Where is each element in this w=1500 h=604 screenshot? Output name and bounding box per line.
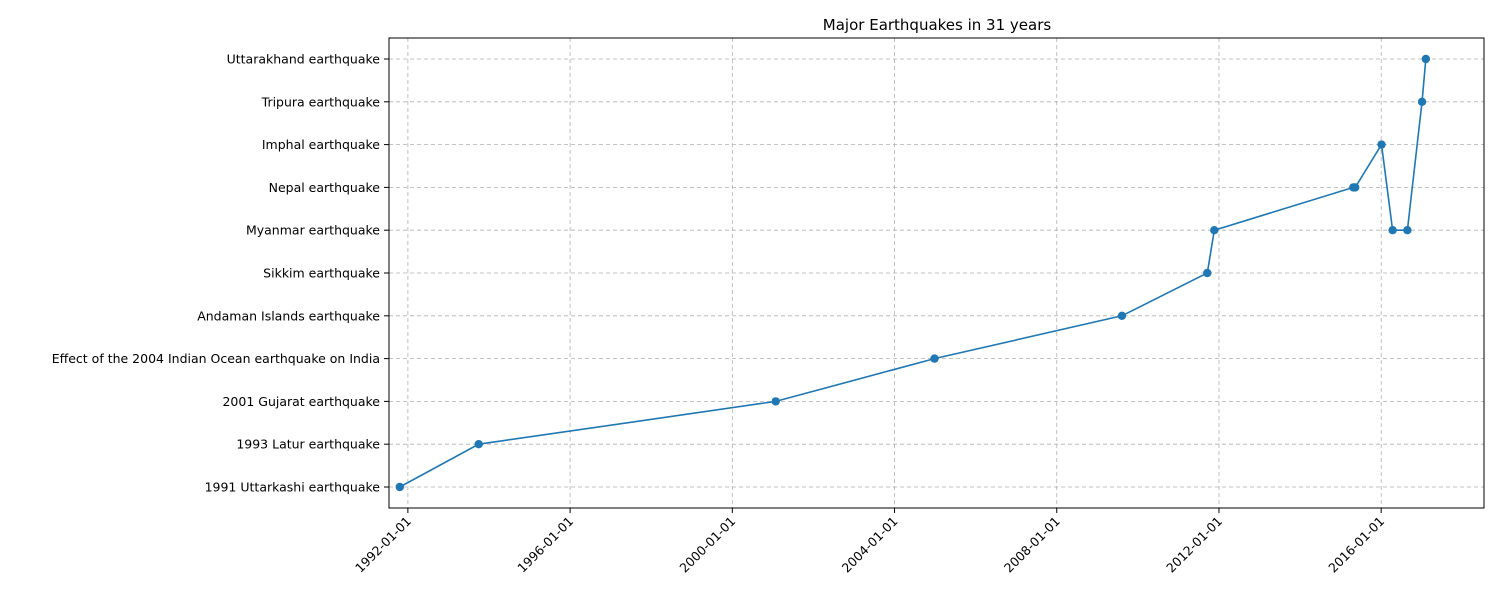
y-tick-label: Imphal earthquake: [262, 137, 380, 152]
data-point: [930, 354, 939, 363]
y-tick-label: 2001 Gujarat earthquake: [222, 394, 380, 409]
y-tick-label: Sikkim earthquake: [263, 266, 380, 281]
axes-layer: 1992-01-01 1996-01-01 2000-01-01 2004-01-01…: [52, 37, 1485, 576]
y-tick-label: 1991 Uttarkashi earthquake: [205, 480, 381, 495]
y-tick-label: 1993 Latur earthquake: [236, 437, 380, 452]
data-point: [1417, 97, 1427, 107]
y-tick-label: Myanmar earthquake: [246, 223, 380, 238]
data-point: [1403, 226, 1412, 235]
data-point: [1117, 311, 1127, 320]
x-tick-label: 1992-01-01: [352, 514, 414, 576]
x-tick-label: 2008-01-01: [1001, 514, 1063, 576]
data-point: [1388, 226, 1397, 235]
data-point: [395, 482, 404, 492]
chart-title: Major Earthquakes in 31 years: [823, 16, 1052, 34]
x-tick-label: 2004-01-01: [839, 514, 901, 576]
x-tick-label: 1996-01-01: [514, 514, 576, 576]
data-point: [474, 440, 483, 449]
y-tick-label: Uttarakhand earthquake: [227, 52, 381, 67]
grid-layer: [389, 38, 1484, 508]
series-layer: [395, 54, 1431, 492]
data-point: [1210, 226, 1219, 235]
y-tick-label: Andaman Islands earthquake: [197, 308, 380, 323]
x-tick-label: 2000-01-01: [676, 514, 738, 576]
data-point: [1203, 268, 1212, 278]
data-point: [771, 397, 780, 406]
data-point: [1377, 140, 1386, 149]
x-tick-label: 2012-01-01: [1163, 514, 1225, 576]
x-tick-label: 2016-01-01: [1325, 514, 1387, 576]
plot-frame: [388, 37, 1485, 509]
data-point: [1421, 54, 1431, 64]
y-tick-label: Tripura earthquake: [261, 94, 381, 109]
y-tick-label: Nepal earthquake: [269, 180, 381, 195]
y-tick-label: Effect of the 2004 Indian Ocean earthqua…: [52, 351, 380, 366]
data-point: [1351, 183, 1360, 192]
